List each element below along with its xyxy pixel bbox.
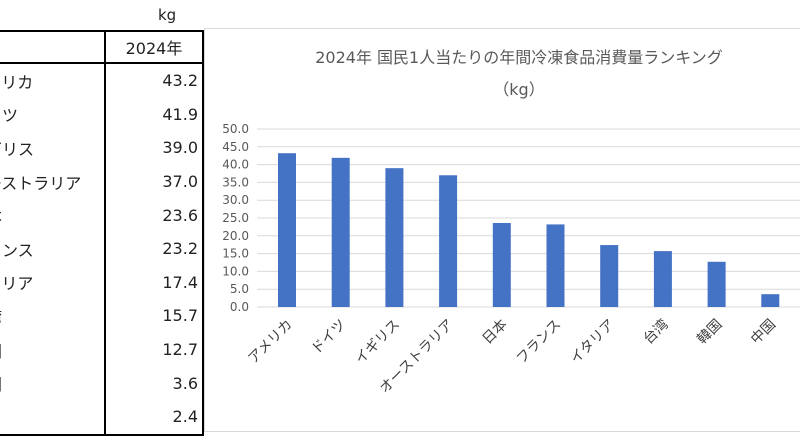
chart-subtitle: （kg） — [493, 80, 544, 99]
country-cell: オーストラリア — [0, 164, 106, 199]
country-cell: 韓国 — [0, 332, 106, 367]
y-tick-label: 35.0 — [222, 175, 249, 189]
y-tick-label: 0.0 — [230, 300, 249, 314]
y-tick-label: 10.0 — [222, 264, 249, 278]
value-cell: 37.0 — [104, 164, 204, 199]
bar-chart: 2024年 国民1人当たりの年間冷凍食品消費量ランキング （kg） 0.0 5.0… — [222, 48, 800, 397]
table-row: ドイツ41.9 — [0, 97, 204, 132]
bar — [600, 245, 619, 307]
y-tick-label: 25.0 — [222, 211, 249, 225]
table-row: 中国3.6 — [0, 366, 204, 400]
value-cell: 12.7 — [104, 332, 204, 367]
table-header-row: 国名 2024年 — [0, 31, 204, 64]
header-year: 2024年 — [104, 31, 204, 64]
x-category-label: イギリス — [352, 317, 403, 368]
value-cell: 23.2 — [104, 231, 204, 266]
x-category-label: フランス — [514, 317, 565, 368]
y-tick-label: 30.0 — [222, 193, 249, 207]
bar — [439, 175, 458, 307]
value-cell: 43.2 — [104, 63, 204, 98]
y-tick-label: 5.0 — [230, 282, 249, 296]
table-row: アメリカ43.2 — [0, 63, 204, 98]
bar — [707, 261, 726, 307]
table-unit-label: kg — [158, 6, 177, 24]
y-tick-label: 45.0 — [222, 140, 249, 154]
value-cell: 41.9 — [104, 97, 204, 132]
table-row: イギリス39.0 — [0, 131, 204, 165]
country-cell: アメリカ — [0, 63, 106, 98]
table-row: 2.4 — [0, 399, 204, 435]
chart-area: 2024年 国民1人当たりの年間冷凍食品消費量ランキング （kg） 0.0 5.0… — [204, 28, 800, 432]
country-cell: イタリア — [0, 265, 106, 300]
x-category-label: 韓国 — [694, 317, 725, 348]
y-tick-label: 50.0 — [222, 122, 249, 136]
country-cell: 中国 — [0, 366, 106, 400]
header-country: 国名 — [0, 31, 106, 64]
y-tick-label: 20.0 — [222, 229, 249, 243]
bar — [278, 153, 296, 307]
table-row: イタリア17.4 — [0, 265, 204, 300]
country-cell: イギリス — [0, 131, 106, 165]
table-row: 台湾15.7 — [0, 299, 204, 333]
country-cell — [0, 399, 106, 435]
y-tick-label: 40.0 — [222, 158, 249, 172]
bars — [278, 153, 780, 307]
table-row: オーストラリア37.0 — [0, 164, 204, 199]
bar — [761, 294, 780, 307]
bar — [492, 222, 511, 307]
value-cell: 39.0 — [104, 131, 204, 165]
country-cell: ドイツ — [0, 97, 106, 132]
x-category-label: アメリカ — [245, 317, 295, 367]
y-tick-label: 15.0 — [222, 247, 249, 261]
value-cell: 17.4 — [104, 265, 204, 300]
country-cell: 日本 — [0, 198, 106, 232]
x-category-label: イタリア — [568, 317, 619, 368]
bar — [331, 157, 350, 307]
value-cell: 15.7 — [104, 299, 204, 333]
x-category-label: 台湾 — [640, 316, 672, 348]
x-category-label: 中国 — [748, 317, 779, 348]
bar — [546, 224, 565, 307]
consumption-table: 国名 2024年 アメリカ43.2ドイツ41.9イギリス39.0オーストラリア3… — [0, 30, 204, 436]
y-axis-ticks: 0.0 5.0 10.0 15.0 20.0 25.0 30.0 35.0 40.0 45.0 50… — [222, 122, 249, 314]
value-cell: 2.4 — [104, 399, 204, 435]
value-cell: 3.6 — [104, 366, 204, 400]
value-cell: 23.6 — [104, 198, 204, 232]
chart-title: 2024年 国民1人当たりの年間冷凍食品消費量ランキング — [315, 48, 723, 67]
table-row: フランス23.2 — [0, 231, 204, 266]
table-row: 日本23.6 — [0, 198, 204, 232]
x-category-label: 日本 — [480, 317, 511, 348]
bar — [653, 251, 672, 307]
bar — [385, 168, 404, 307]
country-cell: 台湾 — [0, 299, 106, 333]
country-cell: フランス — [0, 231, 106, 266]
x-category-label: ドイツ — [309, 317, 350, 358]
table-row: 韓国12.7 — [0, 332, 204, 367]
table-body: アメリカ43.2ドイツ41.9イギリス39.0オーストラリア37.0日本23.6… — [0, 63, 204, 435]
